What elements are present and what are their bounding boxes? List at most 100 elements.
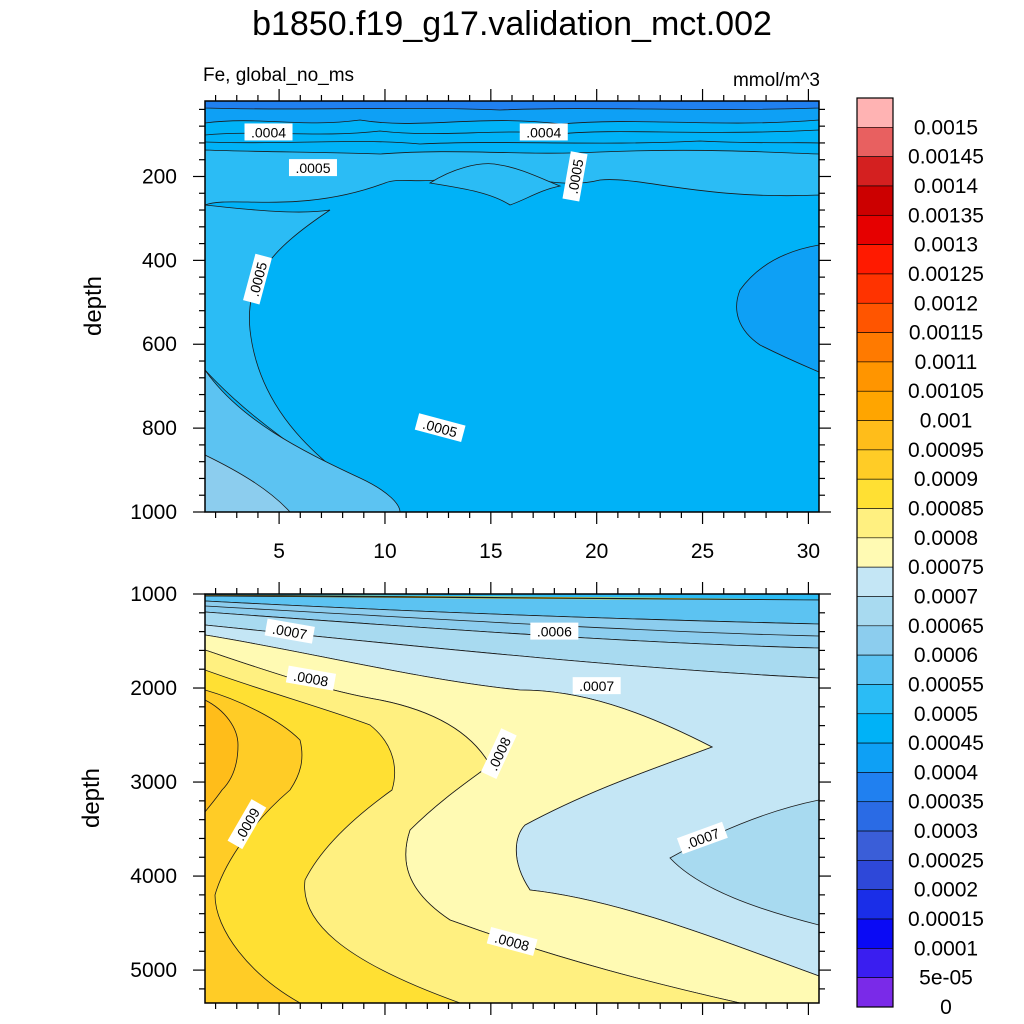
colorbar-swatch — [856, 654, 894, 685]
upper-left-label: Fe, global_no_ms — [203, 65, 354, 86]
colorbar-label: 0.0009 — [914, 468, 978, 491]
contour-label-box — [480, 728, 517, 779]
contour-label: .0004 — [244, 123, 293, 141]
lower-y-axis-label: depth — [78, 768, 105, 828]
colorbar-swatch — [856, 801, 894, 832]
contour-label-text: .0008 — [292, 668, 329, 690]
contour-label-box — [519, 123, 568, 141]
colorbar-label: 0.00045 — [908, 732, 984, 755]
colorbar-label: 0.0008 — [914, 527, 978, 550]
y-tick-label: 5000 — [130, 959, 177, 982]
colorbar-label: 0.00125 — [908, 263, 984, 286]
colorbar-swatch — [856, 948, 894, 978]
colorbar-swatch — [856, 860, 894, 891]
lower-fill-00095 — [205, 699, 239, 813]
colorbar-label: 0.0001 — [914, 937, 978, 960]
colorbar-frame — [856, 97, 894, 1008]
contour-label-text: .0004 — [251, 124, 286, 140]
x-tick-label: 20 — [585, 540, 608, 563]
upper-axes: 5 10 15 20 25 30 200 400 600 800 1000 — [130, 89, 831, 563]
colorbar-swatch — [856, 508, 894, 539]
contour-label-box — [486, 926, 538, 956]
colorbar-label: 5e-05 — [919, 967, 973, 990]
contour-label-text: .0007 — [271, 621, 308, 643]
contour-label-text: .0004 — [526, 124, 561, 140]
contour-label-box — [572, 677, 621, 695]
contour-labels: .0004.0004.0005.0005.0005.0005.0007.0008… — [227, 123, 728, 956]
lower-fill-00065-core — [669, 799, 819, 926]
contour-label-box — [530, 622, 579, 640]
y-tick-label: 600 — [142, 333, 177, 356]
contour-label: .0007 — [572, 677, 621, 695]
contour-label-box — [414, 413, 466, 443]
colorbar-label: 0.00035 — [908, 791, 984, 814]
colorbar-label: 0.0003 — [914, 820, 978, 843]
colorbar-swatch — [856, 244, 894, 275]
colorbar-swatch — [856, 214, 894, 245]
colorbar-swatch — [856, 185, 894, 216]
colorbar-label: 0.001 — [920, 410, 973, 433]
contour-label-box — [243, 253, 272, 305]
lower-axes: 1000 2000 3000 4000 5000 — [130, 582, 831, 1015]
colorbar-label: 0.0015 — [914, 116, 978, 139]
contour-label-box — [562, 151, 588, 202]
colorbar-swatch — [856, 390, 894, 421]
upper-units-label: mmol/m^3 — [733, 70, 820, 91]
colorbar-label: 0.0011 — [915, 351, 978, 374]
contour-label: .0004 — [519, 123, 568, 141]
colorbar-label: 0 — [940, 996, 952, 1019]
colorbar-swatch — [856, 420, 894, 451]
colorbar-swatch — [856, 127, 894, 157]
contour-label: .0005 — [414, 413, 466, 443]
colorbar-label: 0.00135 — [908, 204, 984, 227]
colorbar-label: 0.00085 — [908, 498, 984, 521]
colorbar-label: 0.0005 — [914, 703, 978, 726]
contour-label-text: .0005 — [295, 160, 330, 176]
colorbar-label: 0.00095 — [908, 439, 984, 462]
colorbar-swatch — [856, 566, 894, 597]
colorbar-swatch — [856, 156, 894, 187]
contour-label-text: .0007 — [579, 678, 614, 694]
upper-fill-00055 — [205, 369, 401, 512]
colorbar-swatch — [856, 97, 894, 128]
colorbar-swatch — [856, 332, 894, 363]
upper-contour-plot — [204, 100, 820, 513]
colorbar-label: 0.0012 — [914, 292, 978, 315]
x-tick-label: 10 — [373, 540, 396, 563]
y-tick-label: 4000 — [130, 865, 177, 888]
colorbar-swatch — [856, 772, 894, 803]
upper-patch-0004-right — [736, 244, 819, 373]
colorbar-label: 0.00105 — [908, 380, 984, 403]
colorbar-label: 0.00025 — [908, 849, 984, 872]
colorbar-label: 0.0006 — [914, 644, 978, 667]
colorbar-swatch — [856, 273, 894, 304]
contour-label: .0005 — [288, 159, 337, 177]
upper-y-axis-label: depth — [80, 276, 107, 336]
contour-label-box — [244, 123, 293, 141]
upper-core-00045 — [205, 167, 819, 512]
y-tick-label: 3000 — [130, 771, 177, 794]
colorbar-label: 0.0007 — [914, 585, 978, 608]
y-tick-label: 400 — [142, 249, 177, 272]
colorbar-swatch — [856, 977, 894, 1008]
y-tick-label: 2000 — [130, 677, 177, 700]
colorbar-label: 0.0002 — [914, 879, 978, 902]
colorbar-swatch — [856, 361, 894, 392]
colorbar-swatch — [856, 537, 894, 568]
colorbar-swatch — [856, 742, 894, 773]
colorbar: 0.0015 0.00145 0.0014 0.00135 0.0013 0.00125 0… — [856, 97, 984, 1019]
colorbar-swatch — [856, 449, 894, 480]
upper-top-band-line — [205, 129, 819, 136]
colorbar-label: 0.0004 — [914, 761, 979, 784]
colorbar-swatch — [856, 478, 894, 509]
colorbar-swatch — [856, 918, 894, 949]
contour-label-box — [264, 618, 315, 644]
colorbar-swatch — [856, 302, 894, 333]
contour-label-box — [227, 799, 267, 850]
colorbar-swatch — [856, 889, 894, 920]
upper-patch-0005-mid — [428, 163, 562, 206]
x-tick-label: 30 — [797, 540, 820, 563]
contour-label-text: .0006 — [537, 624, 572, 640]
contour-label: .0005 — [562, 151, 588, 202]
colorbar-swatch — [856, 625, 894, 656]
